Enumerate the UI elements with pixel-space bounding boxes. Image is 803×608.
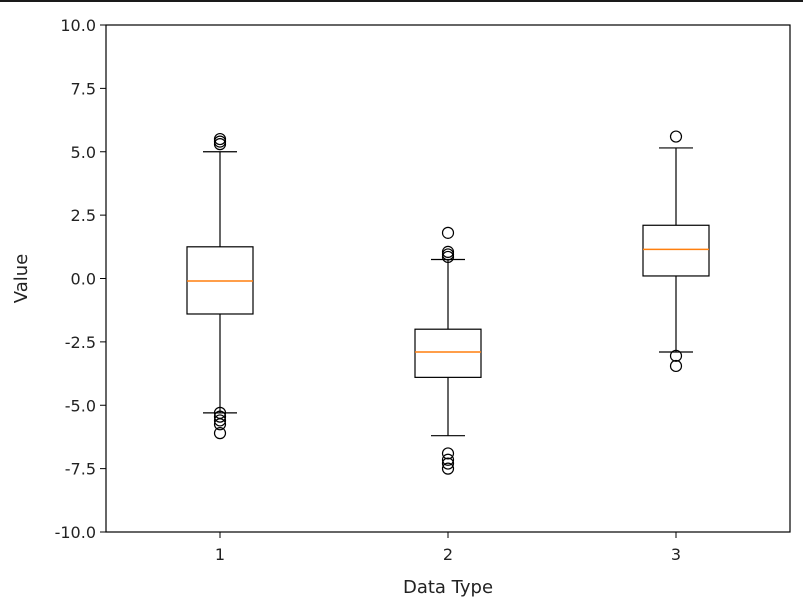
outlier-point	[213, 427, 227, 440]
outlier-point	[669, 349, 683, 362]
box-3	[642, 130, 710, 373]
x-tick-label: 3	[671, 545, 681, 564]
box-1	[186, 132, 254, 440]
y-tick-label: -7.5	[65, 460, 96, 479]
x-tick-label: 1	[215, 545, 225, 564]
x-axis-title: Data Type	[403, 577, 493, 598]
window-top-border	[0, 0, 803, 2]
outlier-point	[213, 418, 227, 431]
outlier-point	[441, 226, 455, 239]
y-tick-label: -2.5	[65, 333, 96, 352]
y-axis-title: Value	[11, 254, 32, 303]
outlier-point	[441, 447, 455, 460]
y-axis: 10.0 7.5 5.0 2.5 0.0 -2.5 -5.0 -7.5 -10.0	[55, 16, 106, 542]
outlier-point	[441, 250, 455, 264]
box-series	[186, 130, 710, 475]
y-tick-label: 10.0	[60, 16, 96, 35]
iqr-box	[414, 328, 482, 378]
outlier-point	[213, 138, 227, 151]
x-axis: 1 2 3	[215, 532, 681, 564]
outlier-point	[441, 453, 455, 466]
box-2	[414, 226, 482, 475]
outlier-point	[441, 462, 455, 475]
y-tick-label: 7.5	[71, 79, 96, 98]
outlier-point	[669, 130, 683, 143]
iqr-box	[642, 224, 710, 277]
outlier-point	[213, 410, 227, 423]
y-tick-label: -10.0	[55, 523, 96, 542]
y-tick-label: 2.5	[71, 206, 96, 225]
x-tick-label: 2	[443, 545, 453, 564]
outlier-point	[669, 359, 683, 373]
y-tick-label: 5.0	[71, 143, 96, 162]
y-tick-label: 0.0	[71, 270, 96, 289]
outlier-point	[441, 457, 455, 470]
y-tick-label: -5.0	[65, 396, 96, 415]
outlier-point	[213, 414, 227, 427]
